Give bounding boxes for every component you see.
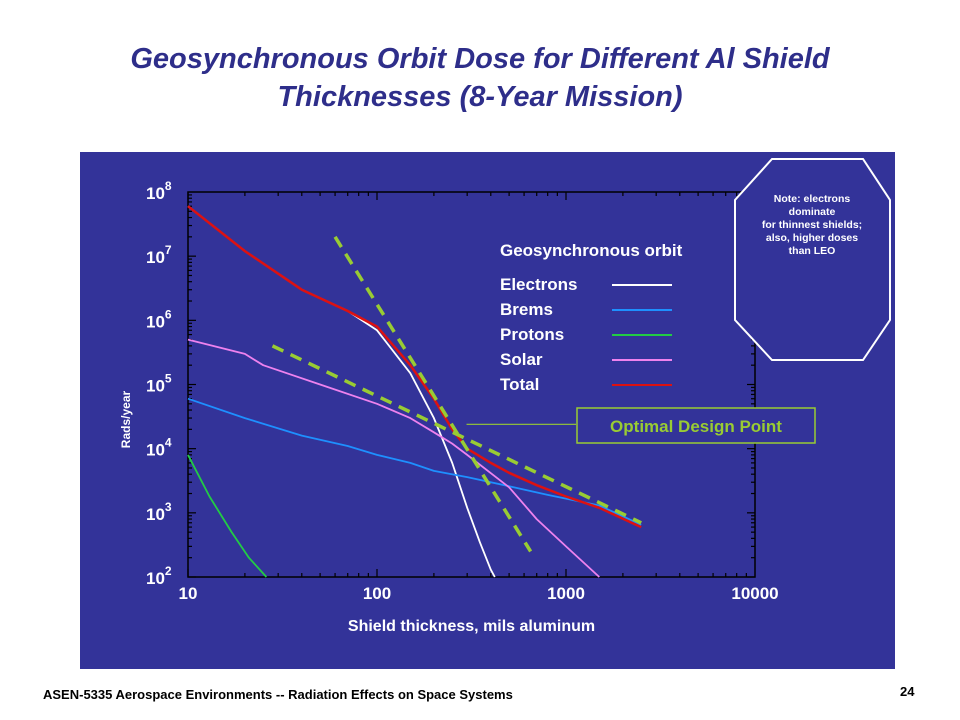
series-line-total: [187, 205, 642, 529]
x-tick-label: 10: [179, 584, 198, 603]
design-point-box: [576, 407, 816, 444]
legend-label-solar: Solar: [500, 350, 543, 369]
y-tick-label: 106: [146, 307, 172, 331]
note-line: than LEO: [789, 245, 836, 257]
slide-title: Geosynchronous Orbit Dose for Different …: [60, 40, 900, 116]
legend-label-brems: Brems: [500, 300, 553, 319]
note-line: Note: electrons: [774, 193, 851, 205]
y-tick-label: 105: [146, 372, 172, 396]
guide-line-2: [271, 344, 642, 525]
note-line: dominate: [789, 206, 836, 218]
y-axis-label: Rads/year: [119, 390, 133, 448]
design-point-label: Optimal Design Point: [610, 417, 782, 436]
page-number: 24: [900, 684, 915, 699]
footer-course: ASEN-5335 Aerospace Environments -- Radi…: [43, 687, 513, 702]
series-line-brems: [187, 397, 642, 526]
y-tick-label: 103: [146, 500, 172, 524]
y-tick-label: 104: [146, 436, 172, 460]
legend-title: Geosynchronous orbit: [500, 241, 683, 260]
chart-panel: 10 100 1000 10000 108 107 106 105 104 103 102 Shiel…: [80, 152, 895, 669]
x-axis-label: Shield thickness, mils aluminum: [348, 618, 595, 635]
y-tick-label: 107: [146, 243, 172, 267]
guide-line-1: [333, 235, 533, 553]
slide-title-line-1: Geosynchronous Orbit Dose for Different …: [130, 43, 830, 75]
series-line-solar: [187, 338, 600, 578]
note-line: also, higher doses: [766, 232, 858, 244]
dose-chart: 10 100 1000 10000 108 107 106 105 104 103 102 Shiel…: [119, 158, 891, 635]
note-line: for thinnest shields;: [762, 219, 862, 231]
y-tick-label: 102: [146, 564, 172, 588]
legend-label-electrons: Electrons: [500, 275, 577, 294]
slide-title-line-2: Thicknesses (8-Year Mission): [277, 81, 683, 113]
x-tick-label: 100: [363, 584, 391, 603]
x-tick-label: 1000: [547, 584, 585, 603]
note-octagon: [734, 158, 891, 361]
y-tick-label: 108: [146, 179, 172, 203]
series-line-protons: [187, 454, 268, 578]
legend-label-total: Total: [500, 375, 539, 394]
legend-label-protons: Protons: [500, 325, 564, 344]
x-tick-label: 10000: [731, 584, 778, 603]
